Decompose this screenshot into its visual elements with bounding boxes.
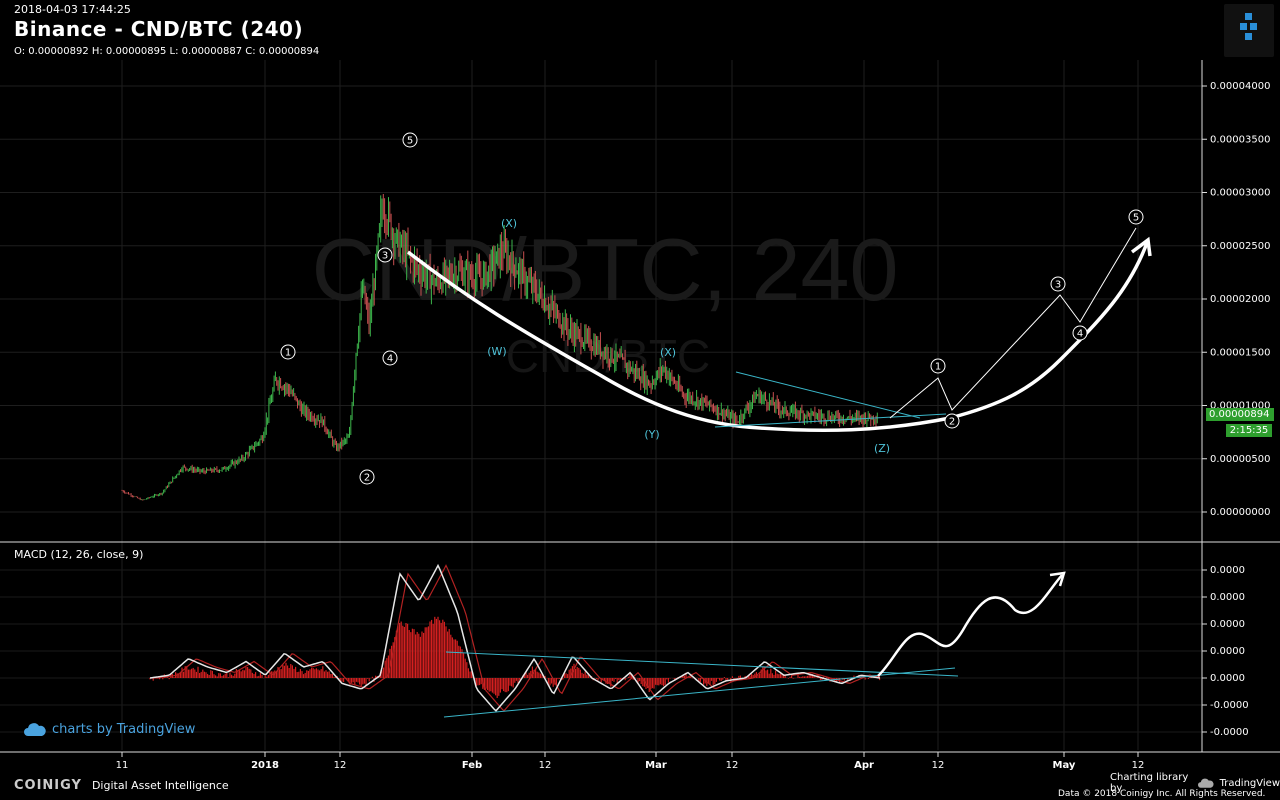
wave-label: 4 xyxy=(387,354,393,365)
triangle-upper-trendline xyxy=(735,371,921,419)
macd-tick-label: 0.0000 xyxy=(1210,646,1245,657)
price-tick-label: 0.00002500 xyxy=(1210,241,1270,252)
footer-brand: COINIGY Digital Asset Intelligence xyxy=(14,778,229,793)
time-tick-label: 12 xyxy=(932,760,945,771)
chart-grid xyxy=(0,60,1202,750)
macd-tick-label: 0.0000 xyxy=(1210,619,1245,630)
wave-label-circle xyxy=(944,413,960,429)
bar-countdown-tag: 2:15:35 xyxy=(1226,424,1272,437)
macd-lower-trendline xyxy=(443,667,956,718)
macd-panel xyxy=(149,563,1066,718)
timestamp: 2018-04-03 17:44:25 xyxy=(14,3,131,16)
last-price-tag: 0.00000894 xyxy=(1206,408,1274,421)
price-tick-label: 0.00002000 xyxy=(1210,294,1270,305)
wave-label-circle xyxy=(1128,209,1144,225)
time-tick-label: 12 xyxy=(726,760,739,771)
price-tick-label: 0.00004000 xyxy=(1210,81,1270,92)
wave-label-circle xyxy=(402,132,418,148)
time-tick-label: Feb xyxy=(462,760,482,771)
wave-label-circle xyxy=(1072,325,1088,341)
wave-label: 5 xyxy=(1133,213,1139,224)
time-tick-label: Apr xyxy=(854,760,874,771)
price-tick-label: 0.00003500 xyxy=(1210,134,1270,145)
charting-library-credit[interactable]: Charting library by TradingView xyxy=(1110,772,1280,794)
time-tick-label: 12 xyxy=(1132,760,1145,771)
triangle-lower-trendline xyxy=(714,413,947,428)
wave-label-circle xyxy=(280,344,296,360)
macd-upper-trendline xyxy=(445,651,959,677)
wave-label: 3 xyxy=(1055,280,1061,291)
rounding-bottom-curve xyxy=(406,239,1150,433)
charting-by-label: Charting library by xyxy=(1110,772,1189,794)
curve-arrowhead xyxy=(1130,236,1152,257)
time-tick-label: 12 xyxy=(334,760,347,771)
corrective-wave-label: (X) xyxy=(501,217,517,230)
macd-tick-label: 0.0000 xyxy=(1210,592,1245,603)
corrective-wave-label: (Z) xyxy=(874,442,890,455)
corrective-wave-label: (Y) xyxy=(644,428,659,441)
tradingview-cloud-icon xyxy=(1197,778,1214,788)
time-tick-label: 12 xyxy=(539,760,552,771)
wave-label: 2 xyxy=(364,473,370,484)
wave-annotations: 1 2 3 4 5 1 2 3 4 5 (W) (X) (Y) (X) (Z) xyxy=(280,132,1152,485)
tradingview-chip[interactable]: charts by TradingView xyxy=(24,722,195,737)
time-tick-label: May xyxy=(1053,760,1076,771)
corrective-wave-label: (W) xyxy=(487,345,506,358)
axes: 0.00004000 0.00003500 0.00003000 0.00002500… xyxy=(0,60,1280,771)
brand-name: COINIGY xyxy=(14,778,82,793)
coinigy-logo-icon[interactable] xyxy=(1224,4,1274,57)
macd-line xyxy=(149,563,881,712)
wave-label: 1 xyxy=(285,348,291,359)
wave-label: 3 xyxy=(382,251,388,262)
price-tick-label: 0.00000500 xyxy=(1210,454,1270,465)
wave-label-circle xyxy=(1050,276,1066,292)
price-tick-label: 0.00003000 xyxy=(1210,188,1270,199)
wave-label: 4 xyxy=(1077,329,1083,340)
time-tick-label: 11 xyxy=(116,760,129,771)
time-tick-label: Mar xyxy=(645,760,667,771)
price-tick-label: 0.00001500 xyxy=(1210,347,1270,358)
page-title: Binance - CND/BTC (240) xyxy=(14,17,304,41)
wave-label: 1 xyxy=(935,362,941,373)
macd-signal-line xyxy=(150,564,881,712)
time-tick-label: 2018 xyxy=(251,760,279,771)
macd-projection-arrow xyxy=(877,574,1063,677)
wave-label: 2 xyxy=(949,417,955,428)
tradingview-cloud-icon xyxy=(24,722,46,736)
price-tick-label: 0.00000000 xyxy=(1210,507,1270,518)
macd-tick-label: -0.0000 xyxy=(1210,727,1249,738)
wave-label-circle xyxy=(377,247,393,263)
wave-label-circle xyxy=(359,469,375,485)
wave-label-circle xyxy=(930,358,946,374)
wave-label: 5 xyxy=(407,136,413,147)
wave-label-circle xyxy=(382,350,398,366)
watermark-symbol: CND/BTC, 240 xyxy=(312,220,899,319)
ohlc-readout: O: 0.00000892 H: 0.00000895 L: 0.0000088… xyxy=(14,46,320,57)
macd-arrowhead xyxy=(1049,571,1066,587)
macd-label: MACD (12, 26, close, 9) xyxy=(14,548,144,561)
corrective-wave-label: (X) xyxy=(660,346,676,359)
copyright: Data © 2018 Coinigy Inc. All Rights Rese… xyxy=(1058,789,1266,799)
projected-wave-path xyxy=(889,227,1137,419)
macd-tick-label: 0.0000 xyxy=(1210,565,1245,576)
tradingview-label: TradingView xyxy=(1219,777,1280,789)
macd-tick-label: 0.0000 xyxy=(1210,673,1245,684)
tradingview-chip-label: charts by TradingView xyxy=(52,722,196,737)
macd-tick-label: -0.0000 xyxy=(1210,700,1249,711)
brand-tagline: Digital Asset Intelligence xyxy=(91,779,229,792)
price-tick-label: 0.00001000 xyxy=(1210,401,1270,412)
